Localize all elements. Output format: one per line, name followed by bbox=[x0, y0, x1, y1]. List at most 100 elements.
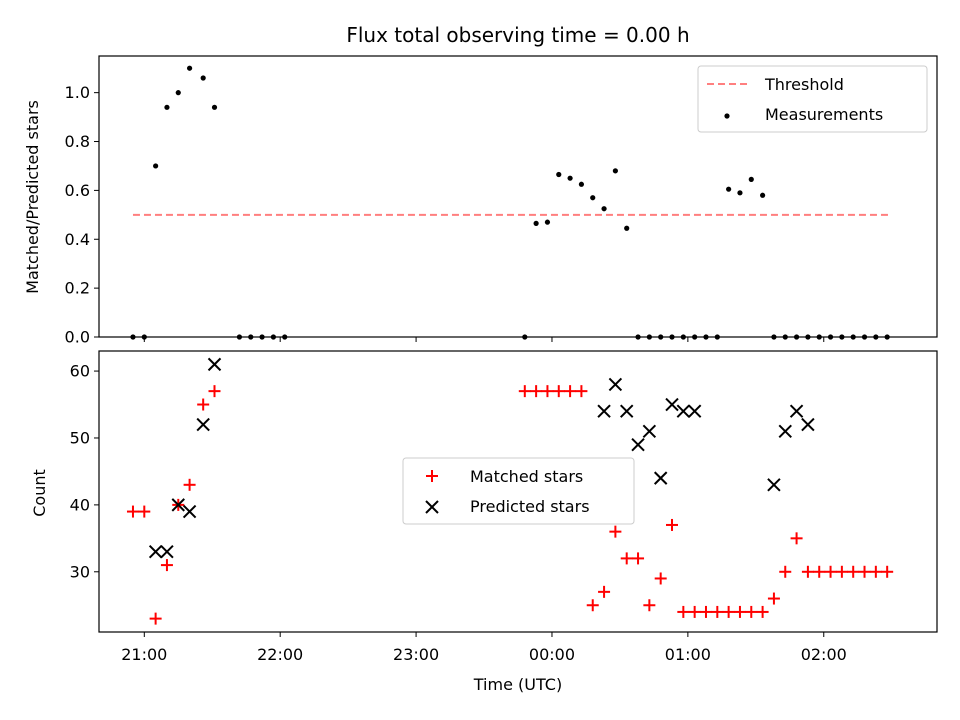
measurement-point bbox=[601, 206, 607, 212]
ratio-y-tick-label: 1.0 bbox=[65, 83, 90, 102]
matched-star-point bbox=[711, 605, 724, 618]
count-x-tick-label: 00:00 bbox=[529, 645, 575, 664]
measurement-point bbox=[544, 219, 551, 225]
matched-star-point bbox=[767, 592, 780, 605]
count-legend: Matched stars Predicted stars bbox=[402, 457, 635, 525]
matched-star-point bbox=[609, 525, 622, 538]
matched-star-point bbox=[586, 599, 599, 612]
predicted-star-point bbox=[789, 404, 804, 418]
matched-star-point bbox=[575, 385, 588, 398]
count-x-tick-label: 02:00 bbox=[801, 645, 847, 664]
measurement-point bbox=[748, 176, 754, 182]
matched-star-point bbox=[869, 565, 882, 578]
predicted-star-point bbox=[767, 478, 781, 492]
matched-star-point bbox=[197, 398, 210, 411]
matched-star-point bbox=[643, 599, 656, 612]
ratio-panel: 0.0 0.2 0.4 0.6 0.8 1.0 Matched/Predicted sta… bbox=[23, 55, 938, 347]
matched-star-point bbox=[183, 478, 196, 491]
measurement-point bbox=[726, 186, 732, 192]
count-x-ticks: 21:00 22:00 23:00 00:00 01:00 02:00 bbox=[121, 632, 847, 664]
ratio-y-ticks: 0.0 0.2 0.4 0.6 0.8 1.0 bbox=[65, 83, 99, 347]
matched-star-point bbox=[208, 385, 221, 398]
predicted-star-point bbox=[642, 424, 657, 438]
count-y-axis-label: Count bbox=[30, 469, 49, 517]
predicted-star-point bbox=[665, 397, 679, 412]
threshold-legend-label: Threshold bbox=[764, 75, 844, 94]
matched-star-point bbox=[666, 518, 679, 531]
predicted-star-point bbox=[148, 545, 163, 559]
predicted-legend-marker bbox=[425, 500, 439, 514]
ratio-legend-box bbox=[697, 65, 928, 133]
matched-star-point bbox=[733, 605, 746, 618]
matched-star-point bbox=[756, 605, 769, 618]
ratio-y-tick-label: 0.4 bbox=[65, 230, 90, 249]
matched-star-point bbox=[677, 605, 690, 618]
matched-star-point bbox=[824, 565, 837, 578]
matched-star-point bbox=[654, 572, 667, 585]
measurement-point bbox=[211, 104, 218, 110]
matched-star-point bbox=[847, 565, 860, 578]
predicted-star-point bbox=[171, 498, 185, 512]
ratio-y-tick-label: 0.8 bbox=[65, 132, 90, 151]
measurement-point bbox=[590, 195, 596, 201]
matched-star-point bbox=[835, 565, 848, 578]
ratio-plot-area bbox=[130, 65, 892, 340]
predicted-star-point bbox=[207, 357, 222, 372]
count-x-tick-label: 01:00 bbox=[665, 645, 711, 664]
predicted-star-point bbox=[608, 377, 623, 392]
matched-star-point bbox=[530, 385, 543, 398]
matched-star-point bbox=[632, 552, 645, 565]
measurement-point bbox=[533, 220, 539, 226]
predicted-star-point bbox=[620, 404, 634, 418]
matched-star-point bbox=[564, 385, 577, 398]
measurement-point bbox=[578, 181, 585, 187]
ratio-x-ticks bbox=[143, 337, 825, 342]
count-axes-frame bbox=[98, 350, 938, 633]
ratio-legend: Threshold Measurements bbox=[697, 65, 928, 133]
measurements-legend-label: Measurements bbox=[765, 105, 883, 124]
measurement-point bbox=[556, 171, 562, 178]
measurement-point bbox=[175, 90, 181, 96]
matched-star-point bbox=[801, 565, 814, 578]
matched-star-point bbox=[598, 585, 611, 598]
measurement-point bbox=[164, 104, 170, 110]
matched-star-point bbox=[688, 605, 701, 618]
count-y-tick-label: 30 bbox=[70, 562, 90, 581]
matched-star-point bbox=[699, 605, 712, 618]
count-y-ticks: 30 40 50 60 bbox=[70, 362, 99, 581]
count-plot-area bbox=[126, 357, 894, 625]
count-x-tick-label: 22:00 bbox=[257, 645, 303, 664]
matched-star-point bbox=[790, 532, 803, 545]
ratio-axes-frame bbox=[98, 55, 938, 338]
matched-star-point bbox=[745, 605, 758, 618]
matched-star-point bbox=[149, 612, 162, 625]
matched-star-point bbox=[779, 565, 792, 578]
predicted-star-point bbox=[631, 437, 645, 452]
measurement-point bbox=[567, 175, 573, 181]
predicted-star-point bbox=[687, 404, 702, 418]
ratio-y-tick-label: 0.0 bbox=[65, 328, 90, 347]
ratio-y-tick-label: 0.6 bbox=[65, 181, 90, 200]
measurement-point bbox=[153, 163, 159, 169]
chart-title: Flux total observing time = 0.00 h bbox=[346, 23, 689, 47]
matched-star-point bbox=[813, 565, 826, 578]
predicted-star-point bbox=[801, 417, 815, 432]
measurement-point bbox=[624, 225, 630, 231]
predicted-star-point bbox=[196, 417, 210, 432]
count-x-tick-label: 21:00 bbox=[121, 645, 167, 664]
matched-star-point bbox=[881, 565, 894, 578]
measurement-point bbox=[612, 168, 618, 174]
measurement-point bbox=[737, 190, 743, 196]
measurement-point bbox=[200, 75, 206, 81]
predicted-star-point bbox=[182, 504, 197, 519]
matched-star-point bbox=[858, 565, 871, 578]
count-y-tick-label: 50 bbox=[70, 428, 90, 447]
matched-star-point bbox=[138, 505, 151, 518]
predicted-legend-label: Predicted stars bbox=[470, 497, 590, 516]
matched-star-point bbox=[518, 385, 531, 398]
count-y-tick-label: 40 bbox=[70, 495, 90, 514]
predicted-star-point bbox=[653, 471, 668, 485]
count-x-axis-label: Time (UTC) bbox=[473, 675, 562, 694]
matched-legend-marker bbox=[426, 470, 438, 482]
